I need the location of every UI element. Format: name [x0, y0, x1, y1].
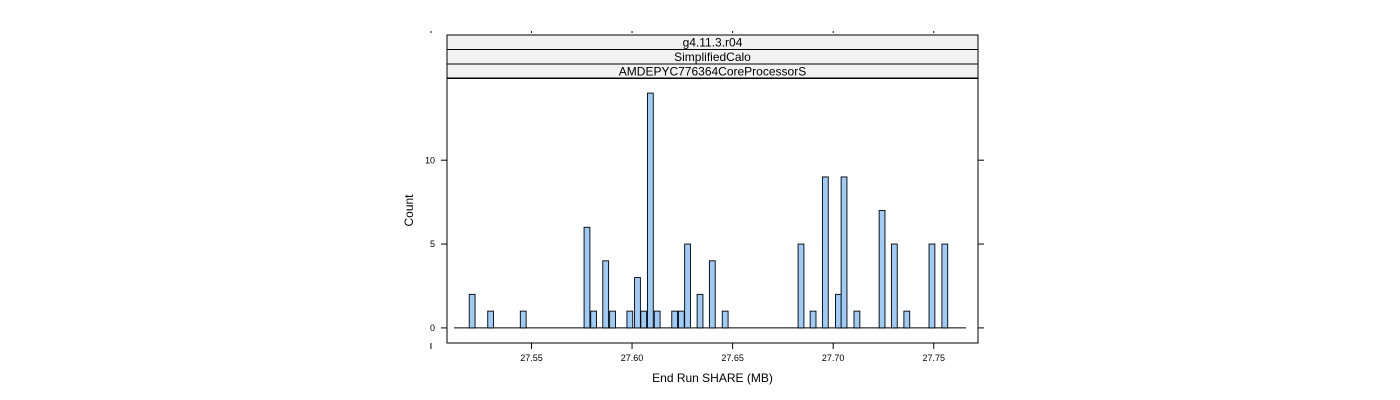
y-axis-right-ticks [978, 159, 984, 329]
histogram-bar [835, 293, 842, 329]
y-axis-title: Count [402, 194, 416, 227]
histogram-bar [721, 310, 729, 329]
histogram-bar [696, 293, 704, 329]
x-axis-title: End Run SHARE (MB) [652, 371, 773, 385]
histogram-bar [602, 260, 610, 329]
histogram-bar [626, 310, 634, 329]
strip-group: g4.11.3.r04SimplifiedCaloAMDEPYC776364Co… [446, 34, 979, 79]
strip-label: g4.11.3.r04 [683, 35, 743, 49]
bars-group [468, 92, 949, 329]
histogram-bar [928, 243, 936, 329]
histogram-bar [468, 293, 476, 329]
x-tick-label: 27.65 [721, 353, 744, 363]
histogram-bar [590, 310, 597, 329]
histogram-bar [890, 243, 898, 329]
histogram-bar [821, 176, 829, 329]
histogram-bar [903, 310, 911, 329]
histogram-bar [684, 243, 691, 329]
histogram-bar [797, 243, 805, 329]
histogram-bar [634, 277, 641, 329]
histogram-bar [653, 310, 661, 329]
histogram-bar [840, 176, 848, 329]
histogram-bar [583, 226, 591, 329]
histogram-bar [677, 310, 685, 329]
x-tick-label: 27.75 [922, 353, 945, 363]
y-tick-label: 10 [425, 155, 435, 165]
histogram-bar [878, 210, 886, 329]
histogram-bar [519, 310, 527, 329]
histogram-bar [853, 310, 861, 329]
x-tick-label: 27.60 [621, 353, 644, 363]
histogram-bar [640, 310, 648, 329]
plot-panel [446, 77, 979, 344]
histogram-bar [609, 310, 616, 329]
y-tick-label: 0 [430, 323, 435, 333]
strip-label: AMDEPYC776364CoreProcessorS [619, 64, 806, 78]
y-tick-label: 5 [430, 239, 435, 249]
x-axis-bottom: 27.55 27.60 27.65 27.70 27.75 [430, 343, 945, 363]
x-tick-label: 27.70 [822, 353, 845, 363]
histogram-bar [708, 260, 716, 329]
histogram-bar [671, 310, 679, 329]
histogram-bar [809, 310, 817, 329]
strip-label: SimplifiedCalo [674, 50, 751, 64]
histogram-bar [487, 310, 495, 329]
x-tick-label: 27.55 [520, 353, 543, 363]
x-axis-top-ticks [430, 31, 935, 33]
histogram-bar [941, 243, 949, 329]
panel-frame [446, 77, 979, 344]
histogram-bar [646, 92, 654, 329]
y-axis-left: 0 5 10 [425, 155, 447, 333]
